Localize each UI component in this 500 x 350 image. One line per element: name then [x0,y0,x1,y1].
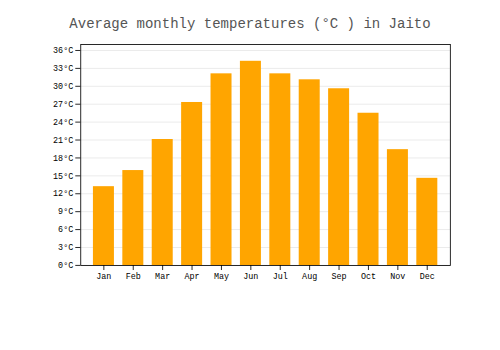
svg-text:36°C: 36°C [53,46,73,56]
svg-text:Mar: Mar [155,272,170,282]
svg-text:Oct: Oct [361,272,376,282]
svg-text:21°C: 21°C [53,136,73,146]
svg-text:30°C: 30°C [53,82,73,92]
svg-text:6°C: 6°C [58,225,73,235]
svg-text:33°C: 33°C [53,64,73,74]
html-text:Average monthly temperatures (: Average monthly temperatures (°C ) in Ja… [69,16,431,32]
svg-text:15°C: 15°C [53,172,73,182]
svg-text:Jul: Jul [273,272,288,282]
svg-text:Sep: Sep [331,272,346,282]
svg-text:Aug: Aug [302,272,317,282]
svg-text:18°C: 18°C [53,154,73,164]
svg-text:Feb: Feb [126,272,141,282]
svg-text:Nov: Nov [390,272,405,282]
svg-text:27°C: 27°C [53,100,73,110]
svg-text:May: May [214,272,229,282]
svg-text:Jan: Jan [96,272,111,282]
svg-text:0°C: 0°C [58,261,73,271]
svg-text:Apr: Apr [185,272,200,282]
svg-text:12°C: 12°C [53,189,73,199]
svg-text:24°C: 24°C [53,118,73,128]
svg-text:Dec: Dec [420,272,435,282]
svg-text:Jun: Jun [243,272,258,282]
svg-text:3°C: 3°C [58,243,73,253]
svg-text:9°C: 9°C [58,207,73,217]
